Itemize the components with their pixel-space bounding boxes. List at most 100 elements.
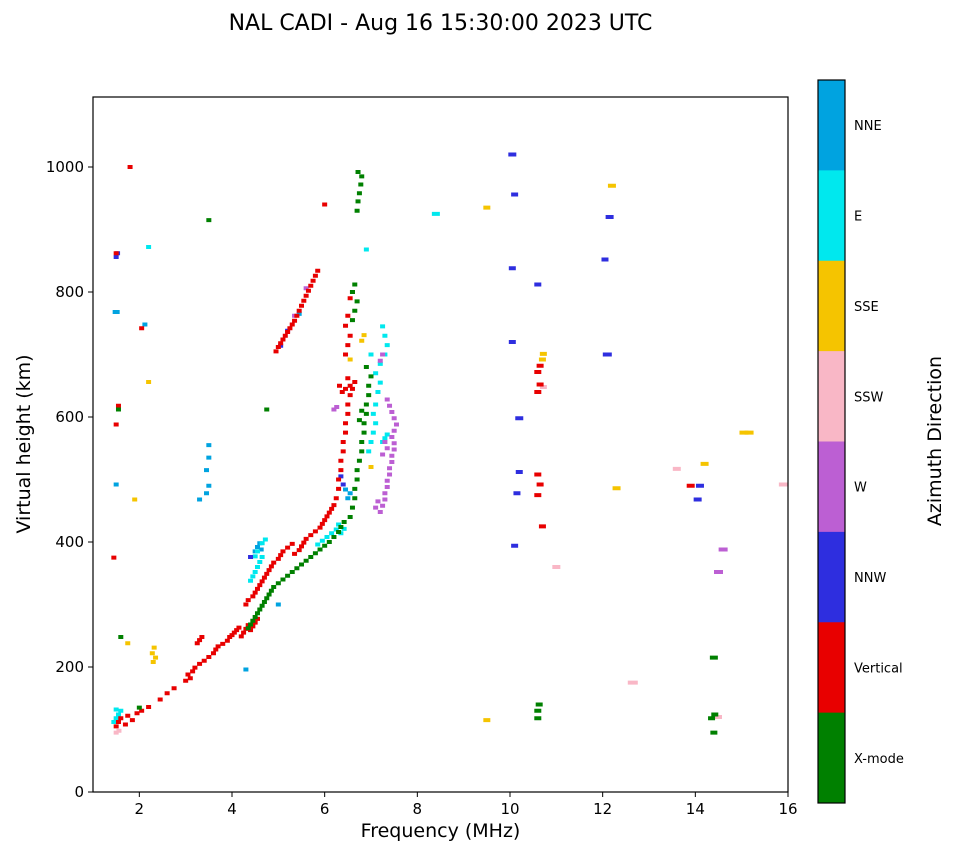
data-point xyxy=(132,497,138,502)
data-point xyxy=(356,191,362,196)
y-tick-label: 400 xyxy=(55,533,84,551)
data-point xyxy=(142,322,148,327)
data-point xyxy=(113,422,119,427)
data-point xyxy=(111,720,117,724)
data-point xyxy=(354,468,360,473)
series-W xyxy=(292,286,728,574)
data-point xyxy=(341,520,347,524)
data-point xyxy=(149,651,155,656)
x-axis-ticks: 2 4 6 8 10 12 14 16 xyxy=(135,792,798,818)
data-point xyxy=(333,527,339,532)
data-point xyxy=(115,720,121,724)
data-point xyxy=(254,549,260,554)
data-point xyxy=(266,592,272,597)
data-point xyxy=(259,579,265,584)
data-point xyxy=(289,570,295,574)
data-point xyxy=(113,730,119,735)
data-point xyxy=(387,466,393,471)
data-point xyxy=(187,676,193,681)
data-point xyxy=(317,525,323,530)
data-point xyxy=(389,460,395,464)
colorbar-segment-label: SSE xyxy=(854,300,879,315)
data-point xyxy=(343,421,349,426)
data-point xyxy=(356,418,362,423)
data-point xyxy=(352,308,358,313)
data-point xyxy=(387,403,393,408)
data-point xyxy=(301,298,307,303)
data-point xyxy=(352,496,358,501)
data-point xyxy=(329,531,335,536)
data-point xyxy=(125,641,131,646)
data-point xyxy=(271,585,277,589)
colorbar-segment-NNW xyxy=(818,531,845,623)
data-point xyxy=(111,555,117,560)
data-point xyxy=(368,374,374,379)
data-point xyxy=(229,633,235,638)
data-point xyxy=(262,537,268,542)
data-point xyxy=(359,440,365,444)
data-point xyxy=(352,380,358,384)
data-point xyxy=(508,340,516,344)
series-Vertical xyxy=(111,165,695,729)
data-point xyxy=(303,293,309,298)
data-point xyxy=(329,506,335,511)
data-point xyxy=(213,647,219,652)
data-point xyxy=(382,440,388,444)
data-point xyxy=(220,641,226,646)
data-point xyxy=(322,202,328,207)
data-point xyxy=(206,218,212,223)
data-point xyxy=(536,482,544,487)
data-point xyxy=(224,638,230,643)
data-point xyxy=(355,199,361,204)
data-point xyxy=(234,628,240,633)
x-tick-label: 16 xyxy=(778,800,797,818)
data-point xyxy=(238,634,244,639)
data-point xyxy=(349,318,355,323)
data-point xyxy=(289,322,295,327)
data-point xyxy=(345,411,351,416)
data-point xyxy=(384,446,390,451)
colorbar-segment-SSE xyxy=(818,260,845,352)
data-point xyxy=(333,496,339,501)
data-point xyxy=(370,411,376,416)
data-point xyxy=(536,382,544,387)
data-point xyxy=(113,724,119,729)
data-point xyxy=(113,255,119,259)
data-point xyxy=(363,365,369,369)
colorbar-segment-label: SSW xyxy=(854,390,884,405)
data-point xyxy=(210,651,216,656)
data-point xyxy=(347,333,353,338)
data-point xyxy=(343,386,349,391)
data-point xyxy=(602,352,612,357)
colorbar-frame xyxy=(817,79,846,804)
data-point xyxy=(370,430,376,435)
data-point xyxy=(252,615,258,619)
data-point xyxy=(322,543,328,548)
colorbar-segment-label: X-mode xyxy=(854,752,904,767)
data-point xyxy=(338,525,344,529)
data-point xyxy=(116,728,122,733)
data-point xyxy=(139,708,145,713)
data-point xyxy=(278,553,284,558)
data-point xyxy=(338,474,344,479)
data-point xyxy=(744,430,754,435)
data-point xyxy=(287,326,293,331)
data-point xyxy=(343,352,349,357)
data-point xyxy=(115,712,121,717)
data-point xyxy=(368,465,374,469)
data-point xyxy=(605,215,614,219)
data-point xyxy=(296,308,302,313)
y-tick-label: 200 xyxy=(55,658,84,676)
data-point xyxy=(115,403,121,408)
data-point xyxy=(366,393,372,398)
data-point xyxy=(248,555,254,559)
data-point xyxy=(384,397,390,402)
data-point xyxy=(259,555,265,559)
data-point xyxy=(607,183,616,188)
data-point xyxy=(268,564,274,569)
data-point xyxy=(627,680,638,685)
data-point xyxy=(345,402,351,407)
data-point xyxy=(347,491,353,496)
data-point xyxy=(711,712,719,717)
data-point xyxy=(373,505,379,510)
